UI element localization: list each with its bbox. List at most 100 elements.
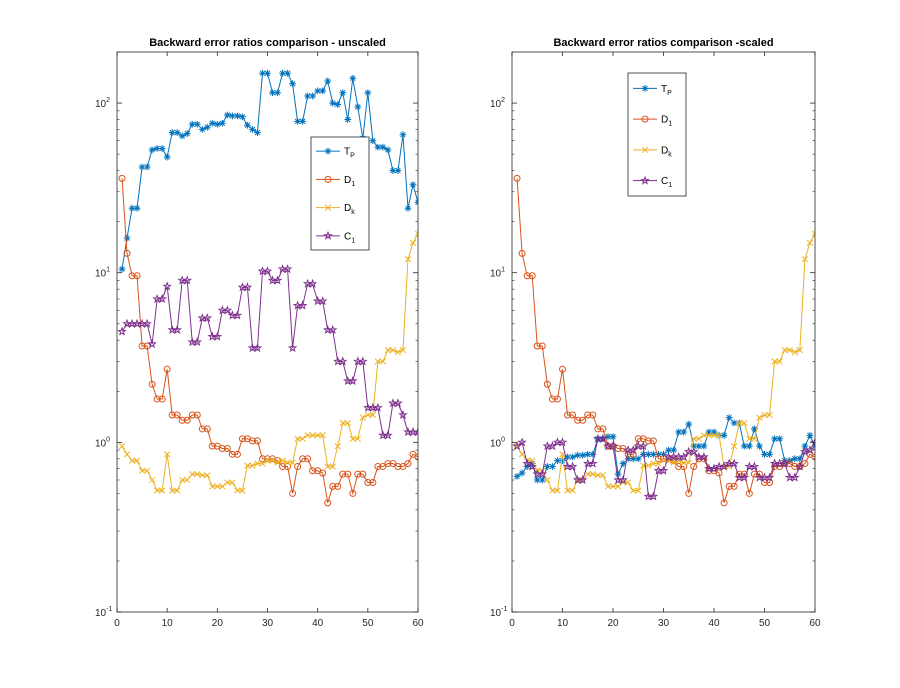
data-point	[279, 463, 287, 471]
data-point	[564, 411, 572, 419]
data-point	[299, 435, 306, 442]
data-point	[253, 437, 261, 445]
legend-marker	[324, 147, 332, 155]
data-point	[720, 499, 728, 507]
x-tick-label: 20	[212, 618, 224, 629]
data-point	[128, 204, 136, 212]
data-point	[168, 129, 176, 136]
data-point	[695, 442, 703, 450]
data-point	[238, 435, 246, 443]
data-point	[209, 483, 216, 490]
data-point	[329, 482, 337, 490]
data-point	[373, 402, 383, 412]
legend-label: D1	[344, 175, 355, 188]
legend-marker	[641, 84, 649, 92]
y-tick-label: 102	[95, 97, 110, 110]
data-point	[749, 461, 760, 471]
legend-marker	[323, 230, 333, 240]
data-point	[138, 342, 146, 350]
data-point	[670, 459, 677, 466]
data-point	[584, 450, 592, 458]
data-point	[123, 451, 131, 458]
data-point	[644, 437, 652, 445]
data-point	[203, 425, 211, 433]
x-tick-label: 40	[312, 618, 324, 629]
data-point	[710, 428, 718, 436]
legend-label: TP	[661, 84, 672, 97]
data-point	[123, 234, 131, 242]
x-tick-label: 0	[509, 618, 515, 629]
data-point	[248, 437, 256, 445]
data-point	[801, 256, 809, 263]
data-point	[384, 460, 392, 468]
data-point	[339, 89, 347, 97]
data-point	[791, 455, 799, 463]
data-point	[254, 460, 261, 467]
data-point	[725, 414, 733, 421]
data-point	[719, 461, 729, 471]
data-point	[764, 472, 775, 482]
data-point	[314, 432, 321, 439]
data-point	[163, 365, 171, 373]
data-point	[254, 129, 261, 136]
legend-entry: Dk	[316, 203, 355, 216]
data-point	[579, 416, 587, 424]
data-point	[645, 462, 652, 469]
data-point	[725, 482, 733, 490]
data-point	[409, 239, 417, 246]
data-point	[299, 455, 307, 463]
data-point	[249, 125, 256, 133]
data-point	[553, 395, 561, 403]
data-point	[374, 358, 382, 365]
data-point	[709, 463, 719, 473]
data-point	[147, 338, 157, 349]
data-point	[517, 437, 527, 447]
data-point	[564, 453, 571, 461]
data-point	[339, 470, 347, 478]
data-point	[344, 419, 351, 427]
data-point	[533, 342, 541, 350]
data-point	[252, 342, 263, 353]
data-point	[193, 120, 201, 128]
legend-marker	[324, 204, 332, 211]
legend-marker	[640, 175, 650, 185]
data-point	[574, 451, 582, 459]
data-point	[756, 414, 763, 421]
data-point	[289, 80, 296, 88]
data-point	[183, 416, 191, 424]
chart-title: Backward error ratios comparison -scaled	[553, 37, 773, 49]
data-point	[274, 457, 282, 465]
data-point	[213, 120, 221, 128]
data-point	[731, 442, 738, 450]
data-point	[128, 272, 136, 280]
data-point	[339, 419, 346, 427]
plot-area	[117, 69, 418, 507]
data-point	[549, 463, 556, 470]
data-point	[389, 167, 397, 174]
x-tick-label: 30	[262, 618, 274, 629]
data-point	[369, 478, 377, 486]
data-point	[518, 249, 526, 257]
data-point	[264, 457, 271, 464]
data-point	[309, 467, 317, 475]
data-point	[569, 411, 577, 419]
data-point	[533, 476, 541, 484]
legend-entry: TP	[633, 84, 672, 97]
data-point	[164, 451, 171, 458]
data-point	[214, 483, 221, 490]
legend-label: TP	[344, 147, 355, 160]
data-point	[262, 266, 273, 276]
data-point	[188, 120, 196, 128]
data-point	[138, 163, 146, 171]
data-point	[299, 117, 307, 125]
data-point	[394, 463, 402, 471]
data-point	[143, 467, 151, 474]
data-point	[234, 487, 241, 494]
data-point	[359, 414, 366, 421]
data-point	[148, 476, 156, 484]
data-point	[655, 450, 662, 458]
legend: TP D1 Dk C1	[627, 72, 687, 197]
series-line	[121, 233, 418, 492]
data-point	[564, 487, 571, 494]
